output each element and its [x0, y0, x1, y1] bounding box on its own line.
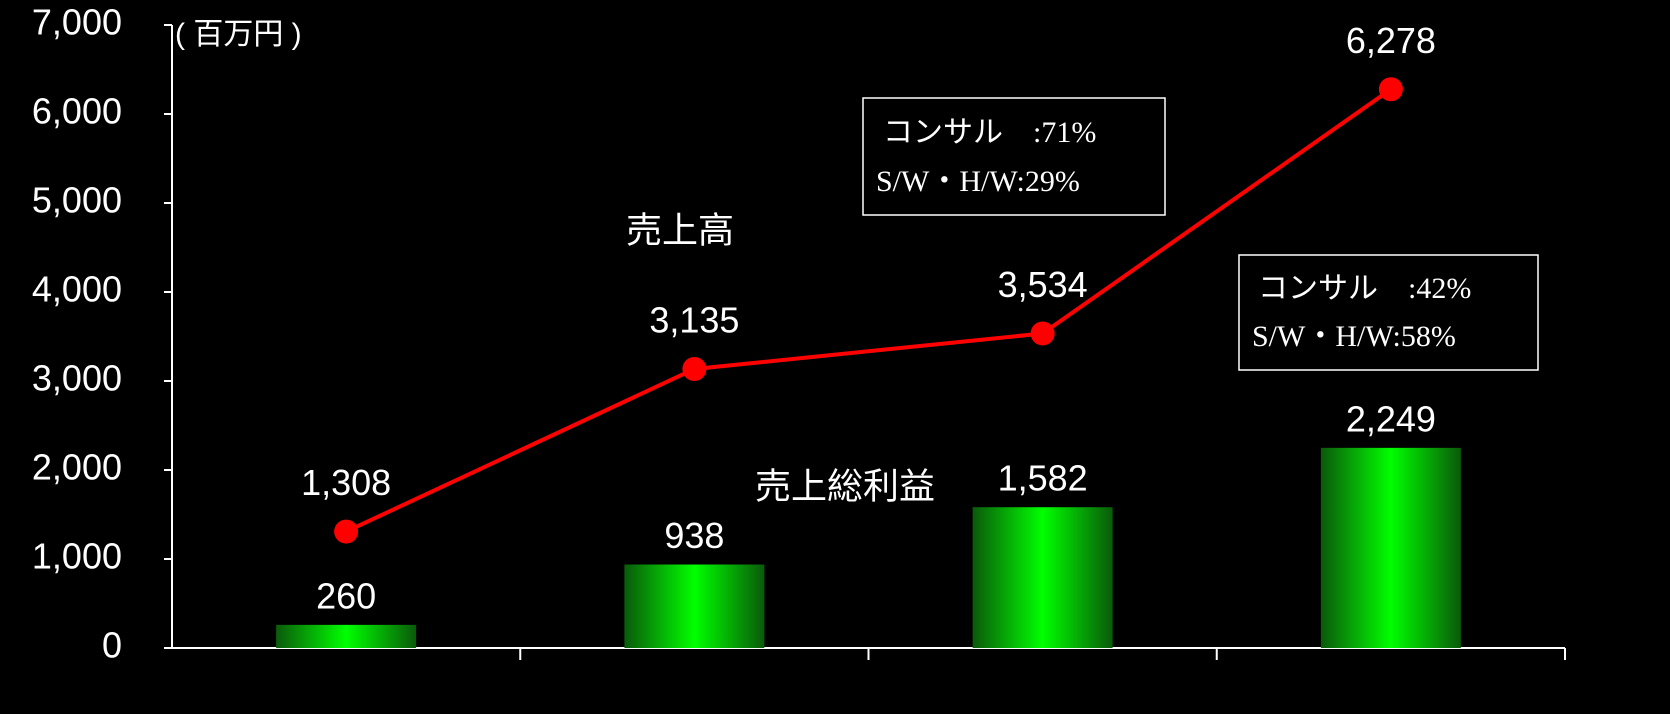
- y-tick-label: 2,000: [32, 447, 122, 488]
- annotation-box: [862, 97, 1166, 216]
- data-label: 3,534: [998, 264, 1088, 305]
- bar: [276, 624, 417, 648]
- data-label: 1,308: [301, 462, 391, 503]
- data-label: 3,135: [649, 300, 739, 341]
- data-label: 938: [664, 515, 724, 556]
- y-tick-label: 3,000: [32, 358, 122, 399]
- line-point: [1030, 321, 1055, 346]
- annotation-text: S/W・H/W:58%: [1252, 320, 1456, 353]
- series-label: 売上高: [626, 210, 734, 251]
- bar: [624, 564, 765, 648]
- line-point: [334, 519, 359, 544]
- annotation-text: S/W・H/W:29%: [876, 165, 1080, 198]
- line-point: [682, 356, 707, 381]
- data-label: 1,582: [998, 458, 1088, 499]
- y-tick-label: 0: [102, 625, 122, 666]
- annotation-text: コンサル :42%: [1258, 272, 1471, 305]
- y-tick-label: 5,000: [32, 180, 122, 221]
- data-label: 2,249: [1346, 398, 1436, 439]
- bar: [972, 507, 1113, 648]
- y-tick-label: 6,000: [32, 91, 122, 132]
- data-label: 6,278: [1346, 20, 1436, 61]
- bar: [1320, 447, 1461, 648]
- y-tick-label: 7,000: [32, 2, 122, 43]
- y-tick-label: 4,000: [32, 269, 122, 310]
- annotation-text: コンサル :71%: [883, 116, 1096, 149]
- line: [345, 87, 1393, 534]
- data-label: 260: [316, 575, 376, 616]
- annotation-box: [1238, 254, 1539, 371]
- unit-label: ( 百万円 ): [175, 18, 302, 51]
- series-label: 売上総利益: [755, 466, 935, 507]
- line-point: [1378, 77, 1403, 102]
- y-tick-label: 1,000: [32, 536, 122, 577]
